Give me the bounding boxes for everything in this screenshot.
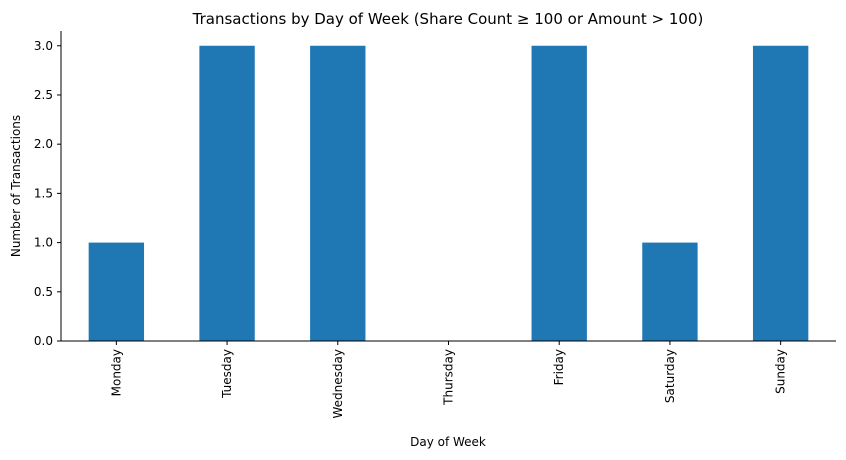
bar-monday — [88, 242, 145, 341]
bar-friday — [531, 45, 587, 342]
y-tick-label: 1.5 — [34, 186, 53, 200]
y-tick-label: 1.0 — [34, 236, 53, 250]
x-tick-label-tuesday: Tuesday — [220, 349, 234, 399]
x-tick-label-sunday: Sunday — [774, 349, 788, 394]
x-tick-label-friday: Friday — [552, 349, 566, 385]
x-axis-ticks: Monday Tuesday Wednesday Thursday Friday Satu… — [109, 341, 788, 418]
chart-title: Transactions by Day of Week (Share Count… — [192, 10, 704, 28]
bar-sunday — [752, 45, 809, 342]
bar-tuesday — [199, 45, 255, 342]
y-tick-label: 2.5 — [34, 88, 53, 102]
x-tick-label-wednesday: Wednesday — [331, 349, 345, 418]
x-tick-label-monday: Monday — [109, 349, 123, 396]
bar-saturday — [642, 242, 698, 341]
y-tick-label: 2.0 — [34, 137, 53, 151]
y-tick-label: 0.5 — [34, 285, 53, 299]
x-tick-label-thursday: Thursday — [442, 349, 456, 406]
bar-wednesday — [310, 45, 366, 342]
y-tick-label: 3.0 — [34, 39, 53, 53]
x-axis-label: Day of Week — [410, 435, 486, 449]
y-axis-ticks: 0.0 0.5 1.0 1.5 2.0 2.5 3.0 — [34, 39, 61, 348]
y-axis-label: Number of Transactions — [9, 115, 23, 257]
y-tick-label: 0.0 — [34, 334, 53, 348]
plot-area — [88, 45, 809, 342]
x-tick-label-saturday: Saturday — [663, 349, 677, 403]
